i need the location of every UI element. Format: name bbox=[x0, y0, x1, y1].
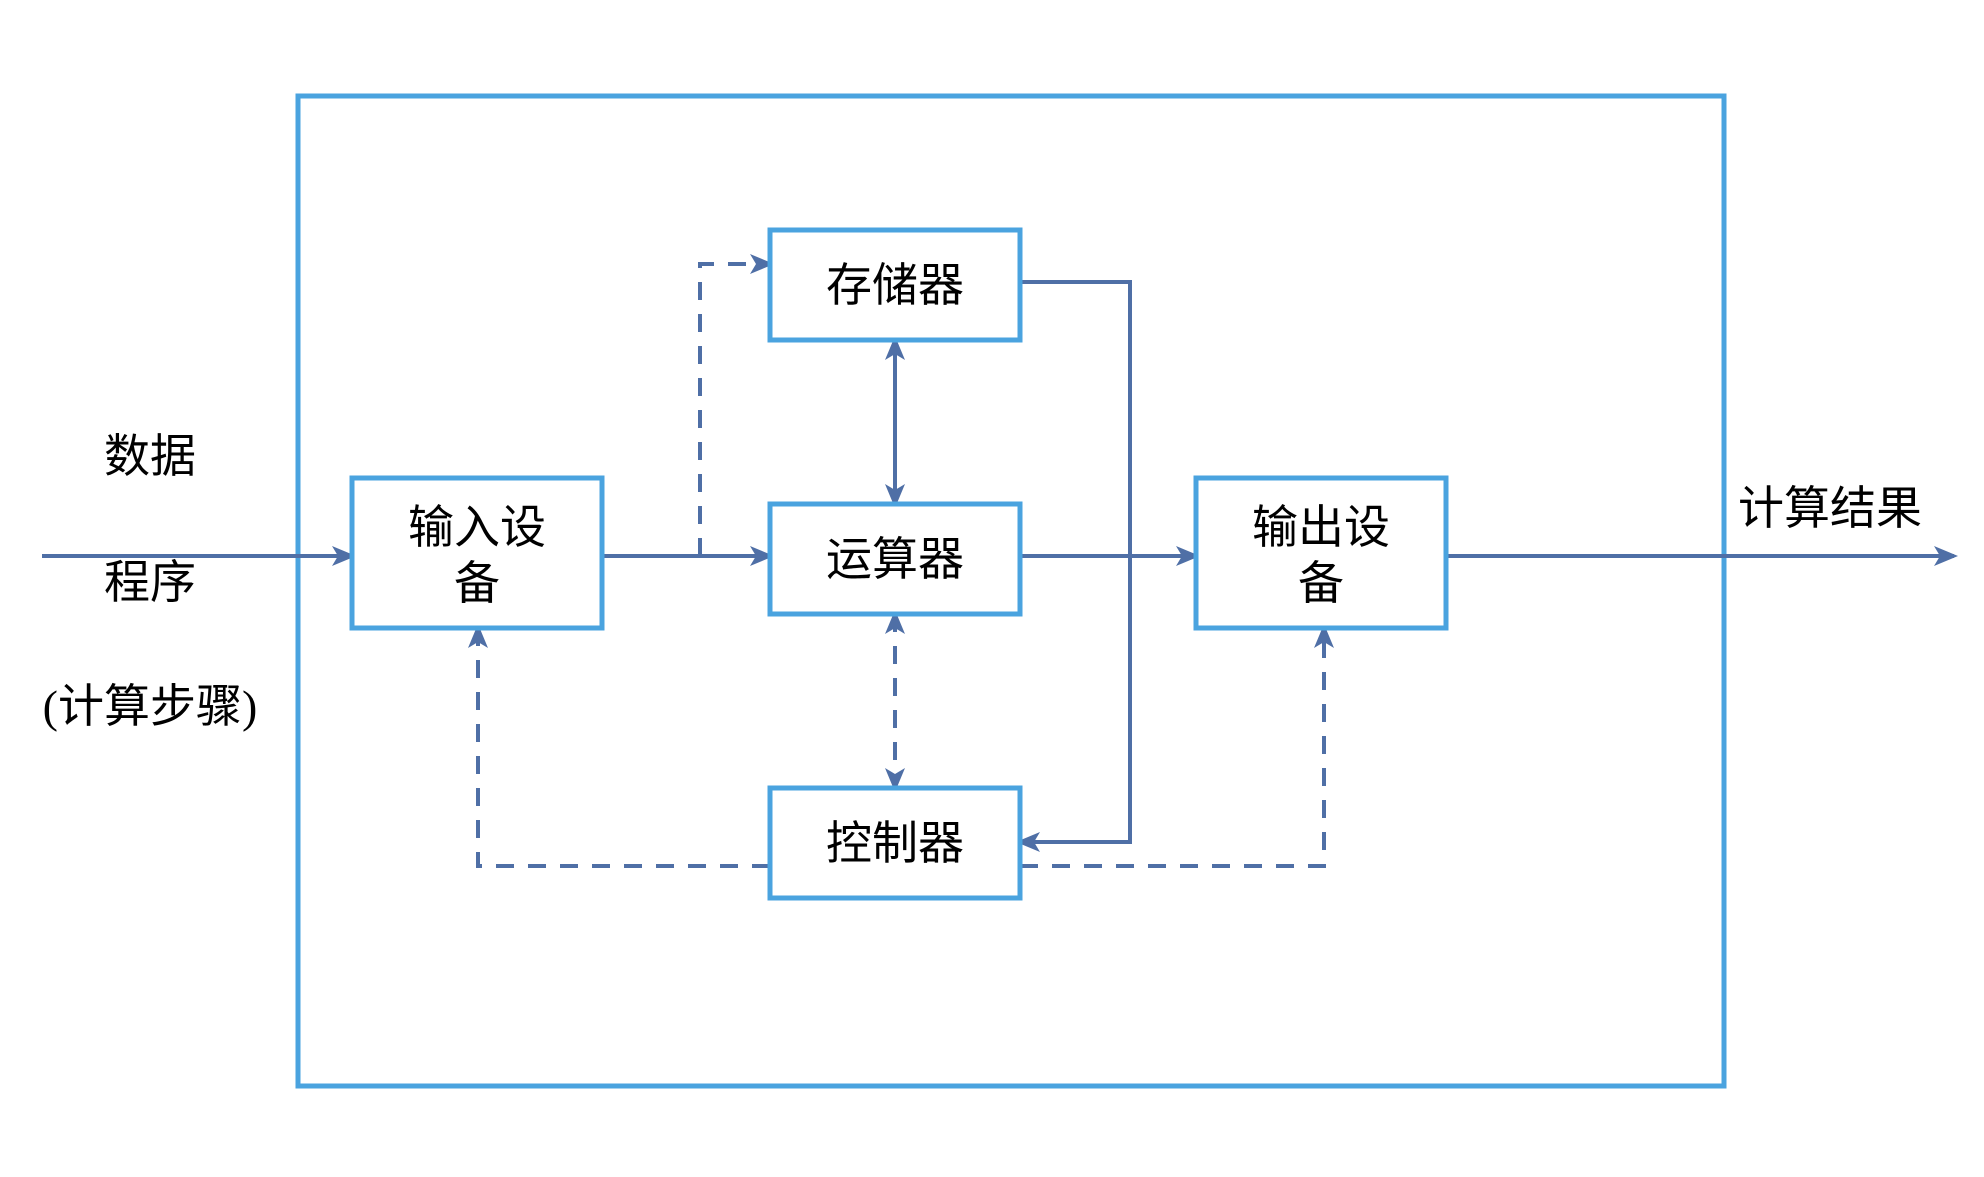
label-program: 程序 bbox=[104, 557, 196, 608]
svg-text:备: 备 bbox=[1298, 558, 1344, 609]
von-neumann-diagram: 输入设备存储器运算器控制器输出设备数据程序(计算步骤)计算结果 bbox=[0, 0, 1984, 1172]
node-output: 输出设备 bbox=[1196, 478, 1446, 628]
edge-mem-to-out bbox=[1020, 282, 1130, 556]
node-alu-label: 运算器 bbox=[826, 534, 964, 585]
svg-text:备: 备 bbox=[454, 558, 500, 609]
label-data: 数据 bbox=[104, 431, 196, 482]
node-control-label: 控制器 bbox=[826, 818, 964, 869]
label-result: 计算结果 bbox=[1738, 483, 1922, 534]
edge-ctrl-to-in bbox=[478, 628, 770, 866]
edge-in-up-to-mem bbox=[700, 264, 770, 556]
edge-ctrl-to-out bbox=[1020, 628, 1324, 866]
node-memory: 存储器 bbox=[770, 230, 1020, 340]
edge-alu-to-ctrl-r bbox=[1020, 556, 1130, 842]
label-steps: (计算步骤) bbox=[43, 681, 258, 732]
node-output-label: 输出设 bbox=[1252, 502, 1390, 553]
node-memory-label: 存储器 bbox=[826, 260, 964, 311]
node-input: 输入设备 bbox=[352, 478, 602, 628]
node-input-label: 输入设 bbox=[408, 502, 546, 553]
node-control: 控制器 bbox=[770, 788, 1020, 898]
node-alu: 运算器 bbox=[770, 504, 1020, 614]
